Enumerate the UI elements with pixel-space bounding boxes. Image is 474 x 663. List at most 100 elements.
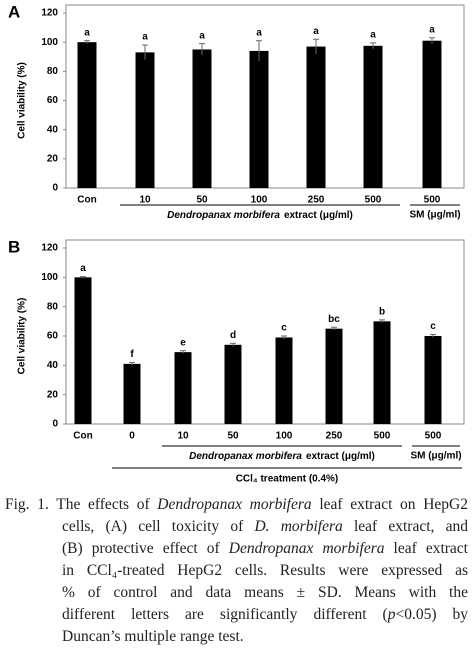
significance-letter: a xyxy=(199,30,205,41)
caption-text: cells, (A) cell toxicity of xyxy=(62,518,255,535)
significance-letter: a xyxy=(142,32,148,43)
group-label: SM (μg/ml) xyxy=(409,210,460,221)
caption-text: different letters are significantly diff… xyxy=(62,606,388,623)
significance-letter: b xyxy=(379,307,385,318)
x-tick-label: 0 xyxy=(129,431,135,442)
group-label: CCl₄ treatment (0.4%) xyxy=(236,474,339,485)
group-label: SM (μg/ml) xyxy=(410,451,461,462)
significance-letter: f xyxy=(130,349,134,360)
caption-text: Duncan’s multiple range test. xyxy=(62,628,244,645)
x-tick-label: 500 xyxy=(365,195,382,206)
caption-text: leaf extract xyxy=(384,540,468,557)
x-tick-label: 50 xyxy=(227,431,239,442)
caption-text: leaf extract, and xyxy=(342,518,468,535)
bar xyxy=(249,50,269,188)
error-bar xyxy=(429,37,435,44)
bar xyxy=(224,344,242,424)
error-bar xyxy=(281,335,287,339)
error-bar xyxy=(142,44,148,60)
x-tick-label: 100 xyxy=(251,195,268,206)
x-tick-label: Con xyxy=(73,431,92,442)
y-tick-label: 120 xyxy=(41,8,58,19)
significance-letter: c xyxy=(430,321,436,332)
group-label: Dendropanax morbifera extract (μg/ml) xyxy=(189,451,375,462)
error-bar xyxy=(80,276,86,279)
plot-frame xyxy=(65,239,465,425)
significance-letter: a xyxy=(429,24,435,35)
caption-text: Fig. 1. The effects of xyxy=(5,496,158,513)
bar xyxy=(135,52,155,188)
caption-line: in CCl₄-treated HepG2 cells. Results wer… xyxy=(62,560,468,582)
x-tick-label: 10 xyxy=(139,195,151,206)
y-tick-label: 60 xyxy=(47,331,59,342)
y-tick-label: 60 xyxy=(47,95,59,106)
caption-line: cells, (A) cell toxicity of D. morbifera… xyxy=(62,516,468,538)
panel-label: B xyxy=(8,237,20,256)
error-bar xyxy=(129,361,135,366)
significance-letter: d xyxy=(230,330,236,341)
x-tick-label: 250 xyxy=(308,195,325,206)
panel-label: A xyxy=(8,2,20,21)
caption-line: % of control and data means ± SD. Means … xyxy=(62,582,468,604)
caption-text: (B) protective effect of xyxy=(62,540,229,557)
caption-line: different letters are significantly diff… xyxy=(62,604,468,626)
x-tick-label: 500 xyxy=(425,431,442,442)
y-tick-label: 120 xyxy=(41,243,58,254)
y-tick-label: 100 xyxy=(41,272,58,283)
y-tick-label: 100 xyxy=(41,37,58,48)
y-tick-label: 80 xyxy=(47,301,59,312)
y-tick-label: 0 xyxy=(52,419,58,430)
error-bar xyxy=(370,42,376,49)
caption-text: Dendropanax morbifera xyxy=(157,496,312,513)
error-bar xyxy=(256,40,262,62)
bar xyxy=(192,49,212,189)
y-tick-label: 0 xyxy=(52,183,58,194)
x-tick-label: 250 xyxy=(326,431,343,442)
caption: Fig. 1. The effects of Dendropanax morbi… xyxy=(5,494,468,648)
caption-text: in CCl₄-treated HepG2 cells. Results wer… xyxy=(62,562,468,579)
significance-letter: a xyxy=(84,27,90,38)
caption-text: p xyxy=(387,606,396,623)
x-tick-label: Con xyxy=(77,195,96,206)
significance-letter: a xyxy=(256,27,262,38)
bar xyxy=(424,336,442,424)
caption-line: Fig. 1. The effects of Dendropanax morbi… xyxy=(5,494,468,516)
x-tick-label: 100 xyxy=(276,431,293,442)
bar xyxy=(74,277,92,424)
y-axis-label: Cell viability (%) xyxy=(17,298,28,375)
bar xyxy=(306,46,326,188)
error-bar xyxy=(331,326,337,331)
bar xyxy=(174,352,192,424)
caption-line: Duncan’s multiple range test. xyxy=(62,626,468,648)
significance-letter: c xyxy=(281,323,287,334)
x-tick-label: 500 xyxy=(374,431,391,442)
error-bar xyxy=(180,350,186,354)
caption-text: Dendropanax morbifera xyxy=(228,540,385,557)
y-tick-label: 40 xyxy=(47,124,59,135)
group-label-text: extract (μg/ml) xyxy=(284,210,353,221)
y-tick-label: 40 xyxy=(47,360,59,371)
error-bar xyxy=(230,342,236,347)
error-bar xyxy=(379,319,385,323)
bar xyxy=(325,328,343,424)
y-axis-label: Cell viability (%) xyxy=(17,62,28,139)
significance-letter: bc xyxy=(328,314,340,325)
caption-line: (B) protective effect of Dendropanax mor… xyxy=(62,538,468,560)
significance-letter: e xyxy=(180,337,186,348)
error-bar xyxy=(84,40,90,44)
group-label-italic: Dendropanax morbifera xyxy=(167,210,280,221)
y-tick-label: 20 xyxy=(47,153,59,164)
bar xyxy=(275,337,293,424)
error-bar xyxy=(430,334,436,338)
error-bar xyxy=(199,43,205,56)
caption-text: <0.05) by xyxy=(395,606,468,623)
bar xyxy=(363,45,383,188)
group-label-italic: Dendropanax morbifera xyxy=(189,451,302,462)
bar xyxy=(123,363,141,424)
y-tick-label: 20 xyxy=(47,389,59,400)
y-tick-label: 80 xyxy=(47,66,59,77)
group-label-text: extract (μg/ml) xyxy=(306,451,375,462)
caption-text: % of control and data means ± SD. Means … xyxy=(62,584,468,601)
